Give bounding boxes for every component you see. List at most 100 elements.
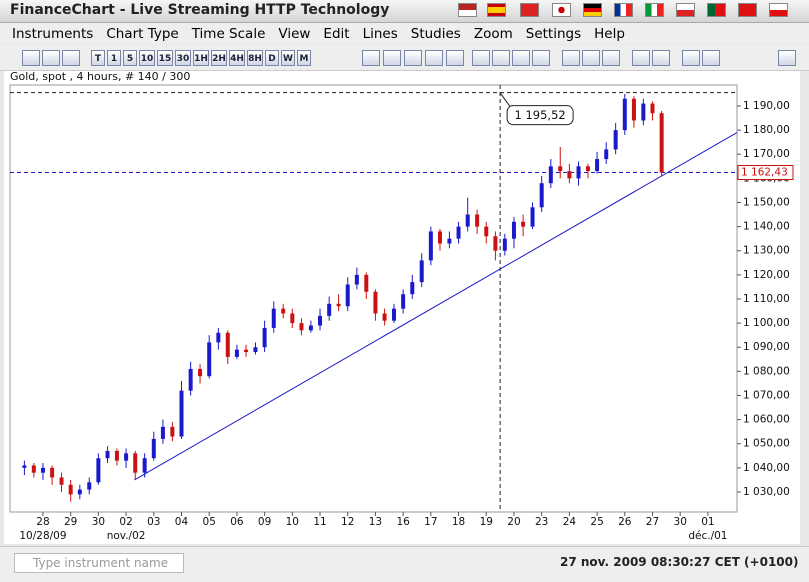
timescale-button[interactable]: D [265,50,279,66]
x-tick-label: 01 [701,516,714,528]
timescale-button[interactable]: T [91,50,105,66]
print-icon[interactable] [632,50,650,66]
menu-item[interactable]: Zoom [473,25,513,42]
detach-icon[interactable] [778,50,796,66]
candle-body [604,149,609,160]
candle-body [87,482,92,490]
timescale-button[interactable]: M [297,50,311,66]
y-tick-label: 1 130,00 [743,245,790,257]
title-bar: FinanceChart - Live Streaming HTTP Techn… [0,0,809,23]
flag-it[interactable] [645,3,664,17]
candle-body [493,236,498,251]
flag-fr[interactable] [614,3,633,17]
crosshair-label: 1 195,52 [515,108,566,122]
menu-item[interactable]: Studies [410,25,461,42]
timescale-button[interactable]: 8H [247,50,263,66]
x-tick-label: 27 [646,516,659,528]
datetime: 27 nov. 2009 08:30:27 CET (+0100) [560,555,799,569]
menu-item[interactable]: Help [594,25,625,42]
line-icon[interactable] [532,50,550,66]
y-tick-label: 1 080,00 [743,365,790,377]
chart-type-icon[interactable] [62,50,80,66]
menu-item[interactable]: Settings [525,25,582,42]
y-tick-label: 1 040,00 [743,462,790,474]
x-tick-label: 12 [341,516,354,528]
timescale-button[interactable]: 2H [211,50,227,66]
tool-icon[interactable] [446,50,464,66]
timescale-button[interactable]: 30 [175,50,191,66]
flag-tr[interactable] [738,3,757,17]
flag-de[interactable] [583,3,602,17]
timescale-button[interactable]: 5 [123,50,137,66]
menu-item[interactable]: View [278,25,311,42]
line-icon[interactable] [472,50,490,66]
menu-item[interactable]: Chart Type [106,25,179,42]
timescale-button[interactable]: 4H [229,50,245,66]
edit-icon[interactable] [562,50,580,66]
candle-body [133,453,138,473]
menu-item[interactable]: Lines [362,25,398,42]
candle-body [77,489,82,495]
chart-type-icon[interactable] [22,50,40,66]
input-placeholder: Type instrument name [33,556,169,570]
flag-cz[interactable] [769,3,788,17]
line-icon[interactable] [512,50,530,66]
tool-icon[interactable] [425,50,443,66]
candle-body [262,327,267,348]
zoom-in-icon[interactable] [682,50,700,66]
candle-body [188,368,193,391]
flag-jp[interactable] [552,3,571,17]
y-tick-label: 1 170,00 [743,148,790,160]
candle-body [31,465,36,473]
instrument-input[interactable]: Type instrument name [14,553,184,573]
tool-icon[interactable] [404,50,422,66]
callout-pointer [499,92,511,107]
candle-body [475,214,480,227]
grid-icon[interactable] [383,50,401,66]
delete-icon[interactable] [602,50,620,66]
flag-pl[interactable] [676,3,695,17]
chart-type-icon[interactable] [42,50,60,66]
y-tick-label: 1 030,00 [743,486,790,498]
candle-body [576,166,581,179]
x-tick-label: 19 [480,516,493,528]
preview-icon[interactable] [652,50,670,66]
crosshair-icon[interactable] [362,50,380,66]
flag-es[interactable] [487,3,506,17]
edit-icon[interactable] [582,50,600,66]
candle-body [595,159,600,172]
timescale-button[interactable]: 10 [139,50,155,66]
menu-item[interactable]: Time Scale [191,25,266,42]
candle-body [179,390,184,437]
x-tick-label: 24 [563,516,577,528]
last-price-box [737,164,794,180]
x-tick-label: 09 [258,516,271,528]
candle-body [392,308,397,321]
y-tick-label: 1 150,00 [743,196,790,208]
y-tick-label: 1 090,00 [743,341,790,353]
menu-item[interactable]: Edit [323,25,350,42]
flag-pt[interactable] [707,3,726,17]
candle-body [40,467,45,473]
x-tick-label: 29 [64,516,77,528]
trendline [134,132,738,481]
menu-item[interactable]: Instruments [12,25,94,42]
y-tick-label: 1 050,00 [743,438,790,450]
timescale-button[interactable]: 15 [157,50,173,66]
zoom-out-icon[interactable] [702,50,720,66]
line-icon[interactable] [492,50,510,66]
candle-body [160,426,165,439]
candle-body [613,130,618,150]
flag-cn[interactable] [520,3,539,17]
candle-body [502,238,507,251]
candle-body [170,426,175,437]
candle-body [530,207,535,227]
timescale-button[interactable]: 1 [107,50,121,66]
timescale-button[interactable]: W [281,50,295,66]
candle-body [308,325,313,331]
timescale-button[interactable]: 1H [193,50,209,66]
candle-body [336,303,341,307]
candle-body [207,342,212,377]
flag-en[interactable] [458,3,477,17]
